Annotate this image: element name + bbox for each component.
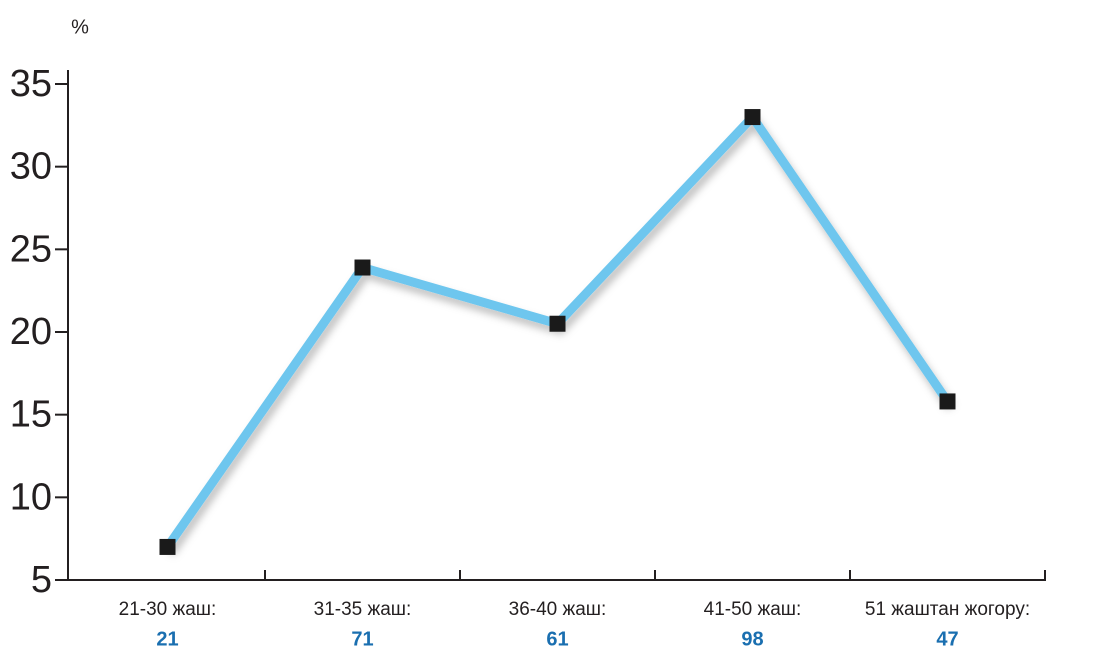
- x-tick-label: 41-50 жаш:: [704, 599, 802, 620]
- x-tick-label: 51 жаштан жогору:: [865, 599, 1030, 620]
- category-count: 71: [351, 628, 373, 650]
- category-count: 47: [936, 628, 958, 650]
- data-point: [939, 393, 956, 410]
- data-point: [159, 538, 176, 555]
- x-tick-label: 21-30 жаш:: [119, 599, 217, 620]
- x-tick-label: 36-40 жаш:: [509, 599, 607, 620]
- y-tick-label: 30: [10, 146, 52, 188]
- data-point: [549, 315, 566, 332]
- y-tick-label: 25: [10, 228, 52, 270]
- y-tick-label: 10: [10, 476, 52, 518]
- y-axis-label: %: [71, 16, 89, 38]
- data-line: [163, 109, 952, 550]
- data-point: [354, 259, 371, 276]
- y-tick-label: 35: [10, 63, 52, 105]
- x-tick-label: 31-35 жаш:: [314, 599, 412, 620]
- y-tick-label: 15: [10, 394, 52, 436]
- data-point: [744, 109, 761, 126]
- y-tick-label: 5: [31, 559, 52, 601]
- category-count: 61: [546, 628, 568, 650]
- category-count: 21: [156, 628, 178, 650]
- y-tick-label: 20: [10, 311, 52, 353]
- category-count: 98: [741, 628, 763, 650]
